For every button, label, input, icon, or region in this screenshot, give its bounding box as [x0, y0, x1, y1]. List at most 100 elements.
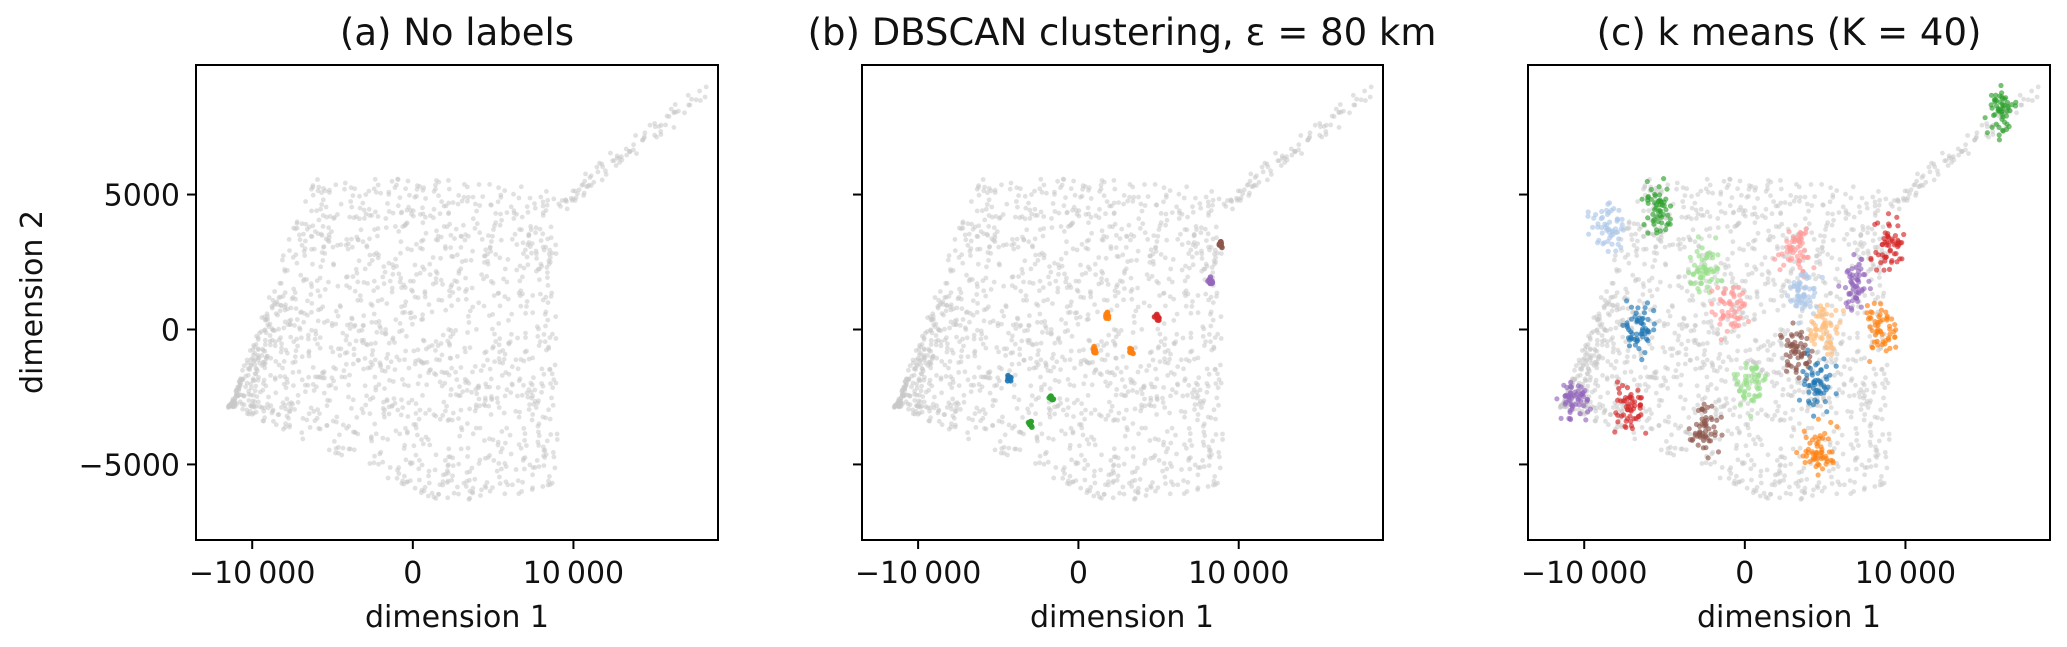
point — [1202, 433, 1208, 439]
point — [1637, 298, 1642, 304]
point — [1850, 445, 1856, 451]
point — [293, 296, 298, 302]
point — [952, 248, 958, 254]
point — [1829, 222, 1835, 228]
point — [1585, 383, 1591, 389]
point — [1136, 431, 1141, 437]
point — [427, 367, 433, 373]
point — [309, 234, 315, 239]
point — [1030, 342, 1036, 348]
point — [517, 263, 523, 269]
cluster-0-point — [1644, 178, 1650, 185]
point — [403, 425, 408, 431]
point — [1729, 195, 1735, 201]
point — [1623, 339, 1629, 345]
point — [1082, 466, 1087, 472]
point — [1617, 350, 1622, 356]
point — [1605, 311, 1611, 316]
point — [1122, 270, 1127, 276]
point — [1793, 194, 1799, 200]
point — [1770, 277, 1776, 283]
point — [1067, 357, 1073, 363]
point — [1229, 199, 1235, 204]
point — [407, 192, 412, 198]
point — [1049, 216, 1054, 221]
point — [1958, 148, 1964, 154]
point — [1048, 327, 1054, 332]
point — [320, 258, 326, 263]
point — [1213, 381, 1219, 386]
point — [1182, 409, 1188, 415]
point — [1681, 406, 1686, 411]
point — [999, 419, 1005, 425]
point — [1857, 209, 1863, 215]
point — [1841, 236, 1847, 242]
point — [1707, 182, 1713, 188]
point — [308, 292, 314, 297]
point — [314, 384, 319, 390]
point — [1820, 202, 1826, 208]
point — [1010, 350, 1016, 355]
cluster-0-point — [1654, 227, 1660, 233]
point — [1597, 322, 1603, 328]
point — [1591, 353, 1597, 358]
point — [1703, 460, 1709, 466]
point — [427, 261, 433, 267]
point — [1086, 441, 1092, 447]
point — [1809, 203, 1815, 208]
point — [1833, 410, 1839, 416]
point — [1618, 318, 1624, 324]
point — [626, 148, 632, 154]
point — [1686, 234, 1692, 240]
point — [421, 185, 427, 191]
point — [1127, 194, 1132, 200]
point — [1162, 356, 1167, 362]
point — [500, 348, 506, 353]
point — [597, 160, 602, 166]
point — [422, 290, 428, 296]
point — [1667, 313, 1673, 319]
point — [987, 390, 993, 396]
point — [489, 394, 494, 399]
point — [1743, 348, 1749, 354]
point — [552, 362, 558, 368]
point — [364, 393, 369, 399]
point — [1681, 315, 1686, 321]
point — [1216, 402, 1221, 408]
point — [1777, 463, 1783, 469]
point — [1664, 439, 1669, 444]
point — [1199, 256, 1205, 261]
point — [395, 407, 401, 413]
point — [919, 403, 925, 409]
point — [527, 402, 532, 407]
point — [1862, 472, 1867, 478]
point — [968, 238, 974, 244]
point — [981, 318, 987, 324]
point — [336, 450, 341, 456]
point — [1248, 171, 1254, 177]
point — [1198, 230, 1204, 236]
point — [539, 366, 545, 372]
point — [382, 414, 387, 420]
point — [1847, 366, 1853, 372]
point — [1723, 396, 1729, 401]
panel-b-ticks: −10 000 0 10 000 — [853, 193, 1289, 591]
point — [1820, 249, 1826, 254]
point — [1798, 313, 1803, 319]
point — [1064, 275, 1069, 281]
point — [996, 378, 1002, 384]
point — [1736, 333, 1741, 339]
point — [350, 397, 356, 403]
point — [988, 287, 994, 292]
point — [599, 177, 605, 183]
point — [1061, 203, 1067, 209]
point — [1692, 239, 1698, 245]
point — [1678, 382, 1683, 388]
point — [1772, 472, 1778, 478]
point — [334, 414, 340, 420]
point — [1752, 312, 1757, 318]
point — [1745, 425, 1751, 431]
point — [1780, 232, 1786, 238]
point — [1092, 367, 1098, 373]
cluster-1-point — [1610, 231, 1616, 237]
